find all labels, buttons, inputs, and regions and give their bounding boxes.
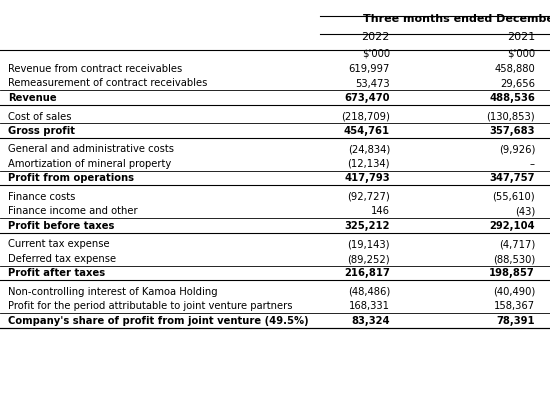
Text: –: – [530,159,535,168]
Text: $'000: $'000 [362,48,390,58]
Text: 417,793: 417,793 [344,173,390,183]
Text: Non-controlling interest of Kamoa Holding: Non-controlling interest of Kamoa Holdin… [8,286,218,296]
Text: $'000: $'000 [507,48,535,58]
Text: Finance costs: Finance costs [8,192,75,202]
Text: 458,880: 458,880 [494,64,535,74]
Text: 673,470: 673,470 [344,93,390,103]
Text: Finance income and other: Finance income and other [8,206,138,216]
Text: 488,536: 488,536 [489,93,535,103]
Text: Profit for the period attributable to joint venture partners: Profit for the period attributable to jo… [8,301,293,311]
Text: (92,727): (92,727) [347,192,390,202]
Text: Revenue: Revenue [8,93,57,103]
Text: (19,143): (19,143) [348,239,390,249]
Text: (218,709): (218,709) [341,111,390,121]
Text: 83,324: 83,324 [351,315,390,325]
Text: (43): (43) [515,206,535,216]
Text: 2021: 2021 [507,32,535,42]
Text: 158,367: 158,367 [494,301,535,311]
Text: (89,252): (89,252) [348,254,390,263]
Text: (40,490): (40,490) [493,286,535,296]
Text: 619,997: 619,997 [349,64,390,74]
Text: Profit after taxes: Profit after taxes [8,268,105,278]
Text: (55,610): (55,610) [492,192,535,202]
Text: Current tax expense: Current tax expense [8,239,109,249]
Text: Revenue from contract receivables: Revenue from contract receivables [8,64,182,74]
Text: (24,834): (24,834) [348,144,390,154]
Text: (12,134): (12,134) [348,159,390,168]
Text: (9,926): (9,926) [499,144,535,154]
Text: (4,717): (4,717) [499,239,535,249]
Text: 292,104: 292,104 [490,220,535,230]
Text: 454,761: 454,761 [344,126,390,136]
Text: General and administrative costs: General and administrative costs [8,144,174,154]
Text: (48,486): (48,486) [348,286,390,296]
Text: Amortization of mineral property: Amortization of mineral property [8,159,171,168]
Text: 216,817: 216,817 [344,268,390,278]
Text: Remeasurement of contract receivables: Remeasurement of contract receivables [8,78,207,88]
Text: (88,530): (88,530) [493,254,535,263]
Text: 29,656: 29,656 [500,78,535,88]
Text: 325,212: 325,212 [344,220,390,230]
Text: (130,853): (130,853) [486,111,535,121]
Text: Three months ended December 31,: Three months ended December 31, [362,14,550,24]
Text: 357,683: 357,683 [490,126,535,136]
Text: 146: 146 [371,206,390,216]
Text: 78,391: 78,391 [496,315,535,325]
Text: Profit from operations: Profit from operations [8,173,134,183]
Text: Gross profit: Gross profit [8,126,75,136]
Text: 53,473: 53,473 [355,78,390,88]
Text: Company's share of profit from joint venture (49.5%): Company's share of profit from joint ven… [8,315,309,325]
Text: 168,331: 168,331 [349,301,390,311]
Text: 198,857: 198,857 [490,268,535,278]
Text: Cost of sales: Cost of sales [8,111,72,121]
Text: 347,757: 347,757 [490,173,535,183]
Text: Deferred tax expense: Deferred tax expense [8,254,116,263]
Text: 2022: 2022 [362,32,390,42]
Text: Profit before taxes: Profit before taxes [8,220,114,230]
